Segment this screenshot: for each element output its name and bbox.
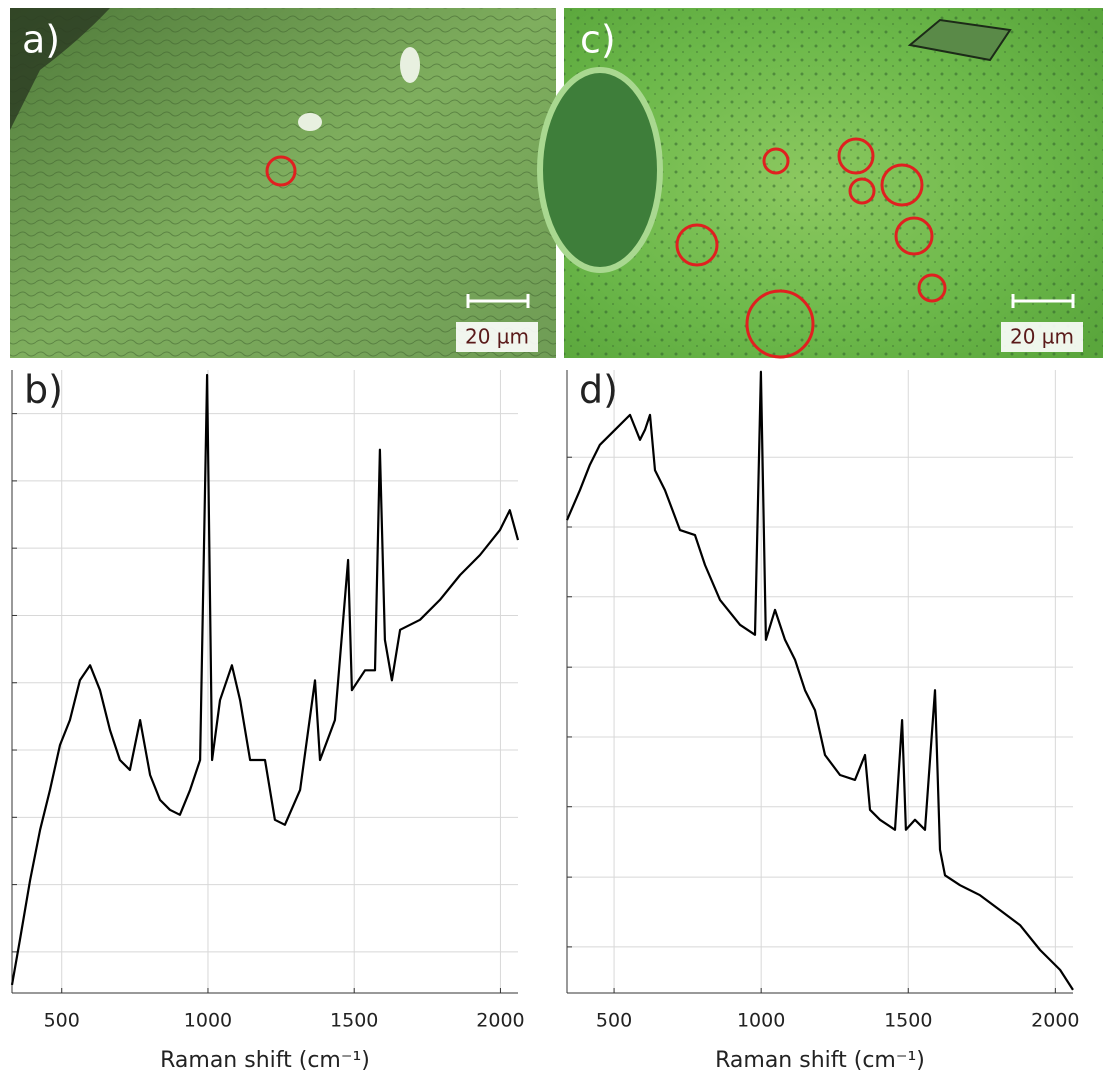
panel-label: d): [579, 368, 618, 412]
scale-bar-label: 20 µm: [1010, 325, 1074, 349]
panel-label: b): [24, 368, 63, 412]
spectrum-line: [10, 373, 520, 986]
x-tick-label: 1500: [330, 1010, 378, 1032]
x-tick-label: 1500: [884, 1010, 932, 1032]
x-tick-label: 2000: [476, 1010, 524, 1032]
micrograph-a: 20 µm a): [10, 8, 556, 358]
panel-label: c): [580, 18, 616, 62]
micrograph-c: 20 µm c): [537, 8, 1103, 359]
x-tick-label: 1000: [184, 1010, 232, 1032]
x-axis-label: Raman shift (cm⁻¹): [715, 1048, 925, 1073]
x-tick-label: 1000: [737, 1010, 785, 1032]
x-axis-label: Raman shift (cm⁻¹): [160, 1048, 370, 1073]
x-tick-label: 500: [44, 1010, 80, 1032]
spectrum-line: [565, 370, 1074, 991]
panel-label: a): [22, 18, 60, 62]
x-tick-label: 500: [596, 1010, 632, 1032]
scale-bar-label: 20 µm: [465, 325, 529, 349]
x-tick-label: 2000: [1031, 1010, 1079, 1032]
